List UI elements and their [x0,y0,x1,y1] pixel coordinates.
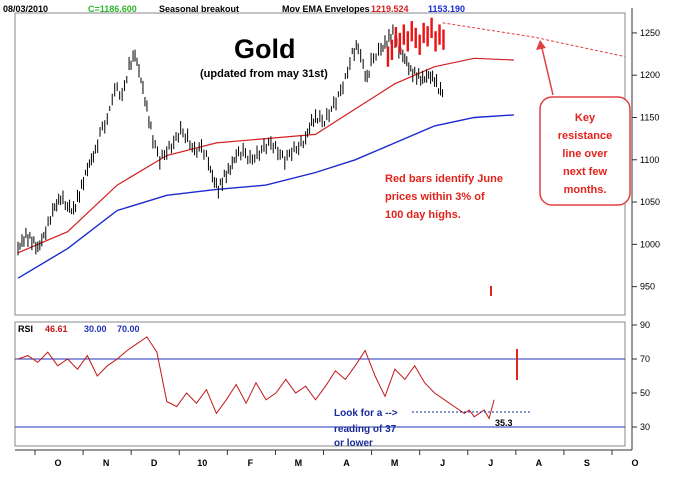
callout-line-2: resistance [558,130,612,142]
rsi-red-marker [516,349,518,380]
header-indicator: Mov EMA Envelopes [282,4,370,14]
x-tick-label: S [584,458,590,468]
rsi-line [17,336,495,420]
x-tick-label: M [295,458,303,468]
price-tick-label: 1150 [640,112,659,122]
rsi-high: 70.00 [117,324,140,334]
header-close: C=1186.600 [88,4,137,14]
callout-arrow-head [536,40,546,50]
callout-box [539,96,631,206]
rsi-note-1: Look for a --> [334,408,398,419]
header-lower: 1153.190 [428,4,465,14]
x-tick-label: J [488,458,493,468]
x-tick-label: N [103,458,110,468]
callout-line-5: months. [564,184,607,196]
x-tick-label: M [391,458,399,468]
price-tick-label: 1250 [640,28,660,38]
x-tick-label: J [440,458,445,468]
rsi-panel-frame [14,321,626,447]
header-upper: 1219.524 [371,4,409,14]
header-date: 08/03/2010 [3,4,48,14]
ema-line [17,57,514,254]
price-tick-label: 1050 [640,197,660,207]
callout-arrow-shaft [540,43,554,96]
price-series-group [17,17,626,420]
x-tick-label: A [343,458,350,468]
price-tick-label: 950 [640,282,655,292]
red-bars-note-2: prices within 3% of [385,191,485,203]
rsi-value-label: 35.3 [495,418,513,428]
price-panel-frame [14,12,626,316]
rsi-note-3: or lower [334,438,373,449]
resistance-line [442,22,626,58]
red-bars-note-1: Red bars identify June [385,173,503,185]
rsi-tick-label: 30 [640,422,650,432]
callout-line-3: line over [562,148,608,160]
price-axis: 950 1000 1050 1100 1150 1200 1250 [632,28,660,292]
rsi-tick-label: 90 [640,320,650,330]
x-tick-label: A [536,458,543,468]
rsi-note-2: reading of 37 [334,424,397,435]
callout-line-4: next few [563,166,607,178]
price-tick-label: 1200 [640,70,660,80]
x-tick-label: D [151,458,158,468]
rsi-label: RSI [18,324,33,334]
rsi-low: 30.00 [84,324,107,334]
lower-envelope-line [17,114,514,279]
rsi-tick-label: 70 [640,354,650,364]
x-axis: O N D 10 F M A M J J A S O [34,450,639,468]
chart-subtitle: (updated from may 31st) [200,68,328,80]
x-tick-label: O [54,458,61,468]
price-tick-label: 1000 [640,239,660,249]
red-bars-note-3: 100 day highs. [385,209,461,221]
small-red-marker [490,286,492,296]
x-tick-label: F [248,458,254,468]
x-tick-label: O [631,458,638,468]
callout-line-1: Key [575,112,596,124]
price-tick-label: 1100 [640,155,659,165]
x-tick-label: 10 [197,458,207,468]
rsi-tick-label: 50 [640,388,650,398]
rsi-value: 46.61 [45,324,68,334]
chart-title: Gold [234,34,296,64]
header-study: Seasonal breakout [159,4,239,14]
